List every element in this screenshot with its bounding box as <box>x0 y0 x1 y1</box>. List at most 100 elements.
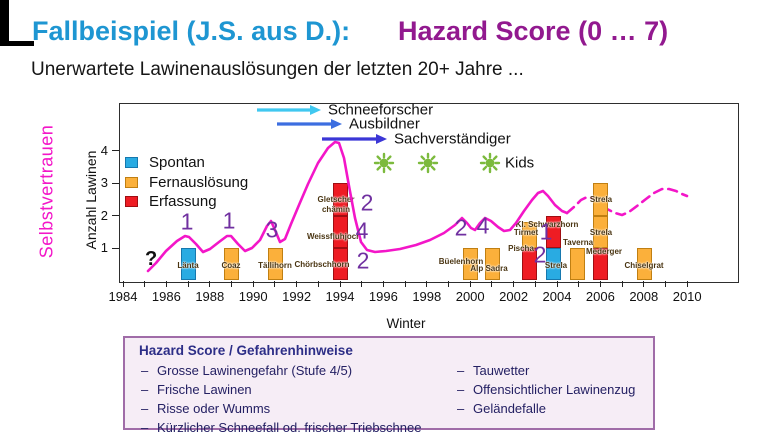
hint-text: Risse oder Wumms <box>157 401 271 416</box>
x-tick <box>686 281 688 287</box>
hint-dash: – <box>141 382 149 397</box>
y-tick <box>112 247 119 249</box>
hazard-hint-item: – Risse oder Wumms <box>141 399 421 418</box>
x-tick <box>209 281 211 287</box>
bar-label: Pischa <box>508 244 534 253</box>
bar-label: Länta <box>177 261 199 270</box>
selbstvertrauen-axis-label: Selbstvertrauen <box>36 124 57 259</box>
bar-label: Chiselgrat <box>624 261 664 270</box>
x-tick <box>643 281 645 287</box>
x-tick <box>491 281 493 287</box>
hazard-score-number: 3 <box>265 216 279 243</box>
y-tick <box>112 150 119 152</box>
x-tick <box>339 281 341 287</box>
hazard-score-number: 1 <box>222 207 236 234</box>
hint-dash: – <box>141 363 149 378</box>
hazard-box-right-column: – Tauwetter – Offensichtlicher Lawinenzug – G… <box>457 361 635 418</box>
legend-swatch-spontan <box>125 157 138 169</box>
hazard-hint-item: – Offensichtlicher Lawinenzug <box>457 380 635 399</box>
hazard-score-hint-box: Hazard Score / Gefahrenhinweise – Grosse … <box>123 336 655 433</box>
x-tick <box>556 281 558 287</box>
x-tick <box>252 281 254 287</box>
slide-edge-mark-horizontal <box>0 41 34 46</box>
x-tick <box>448 281 449 287</box>
x-tick <box>274 281 276 287</box>
bar-label: Weissfluhjoch <box>306 232 362 241</box>
hint-text: Tauwetter <box>473 363 530 378</box>
question-mark: ? <box>145 248 158 270</box>
legend-label: Spontan <box>149 154 205 172</box>
legend-swatch-erfassung <box>125 196 138 208</box>
hint-text: Offensichtlicher Lawinenzug <box>473 382 636 397</box>
hazard-hint-item: – Grosse Lawinengefahr (Stufe 4/5) <box>141 361 421 380</box>
x-tick <box>317 281 319 287</box>
chart-plot-border <box>119 103 739 283</box>
legend-swatch-fernausloesung <box>125 176 138 188</box>
phase-label: Schneeforscher <box>328 101 434 119</box>
bar-label: Chörbschhorn <box>294 260 350 269</box>
y-tick-label: 4 <box>100 142 108 158</box>
legend-row: Spontan <box>125 153 248 173</box>
page-title-left: Fallbeispiel (J.S. aus D.): <box>32 16 351 46</box>
hazard-hint-item: – Frische Lawinen <box>141 380 421 399</box>
hazard-score-number: 4 <box>355 217 369 244</box>
x-tick-label: 1984 <box>108 289 138 304</box>
x-tick <box>231 281 232 287</box>
bar-segment <box>592 248 608 281</box>
x-tick-label: 1994 <box>325 289 355 304</box>
x-tick <box>165 281 167 287</box>
x-tick-label: 2004 <box>542 289 572 304</box>
x-tick-label: 2000 <box>455 289 485 304</box>
x-tick <box>144 281 146 287</box>
x-tick-label: 1990 <box>238 289 268 304</box>
legend-row: Fernauslösung <box>125 173 248 193</box>
x-tick <box>578 281 580 287</box>
x-tick <box>621 281 623 287</box>
hint-dash: – <box>457 363 465 378</box>
x-tick <box>469 281 471 287</box>
hint-text: Kürzlicher Schneefall od. frischer Trieb… <box>157 420 422 433</box>
hazard-box-left-column: – Grosse Lawinengefahr (Stufe 4/5) – Frisch… <box>141 361 421 433</box>
hazard-score-number: 2 <box>360 189 374 216</box>
x-tick <box>122 281 124 287</box>
x-tick <box>534 281 536 287</box>
x-tick-label: 1996 <box>368 289 398 304</box>
x-tick-label: 1988 <box>195 289 225 304</box>
x-tick-label: 2010 <box>672 289 702 304</box>
hazard-score-number: 4 <box>476 212 490 239</box>
hint-text: Geländefalle <box>473 401 546 416</box>
hazard-score-number: 1 <box>180 208 194 235</box>
x-tick <box>404 281 406 287</box>
x-tick-label: 2008 <box>629 289 659 304</box>
hint-text: Frische Lawinen <box>157 382 252 397</box>
slide-edge-mark-vertical <box>0 0 9 46</box>
hazard-hint-item: – Geländefalle <box>457 399 635 418</box>
x-tick-label: 2006 <box>585 289 615 304</box>
y-tick-label: 3 <box>100 175 108 191</box>
bar-label: Strela <box>589 195 613 204</box>
bar-label: Strela <box>589 228 613 237</box>
bar-segment <box>636 248 652 281</box>
bar-label: Taverna <box>562 238 594 247</box>
x-tick <box>382 281 384 287</box>
bar-segment <box>569 248 585 281</box>
bar-label: Tällihorn <box>258 261 292 270</box>
page-subtitle: Unerwartete Lawinenauslösungen der letzt… <box>31 59 524 80</box>
hazard-box-title: Hazard Score / Gefahrenhinweise <box>139 343 353 358</box>
hint-dash: – <box>141 401 149 416</box>
hint-dash: – <box>141 420 149 433</box>
hint-dash: – <box>457 401 465 416</box>
hazard-score-number: 2 <box>454 214 468 241</box>
legend-label: Fernauslösung <box>149 173 249 191</box>
x-tick-label: 1986 <box>151 289 181 304</box>
bar-label: Strela <box>544 261 568 270</box>
bar-label: Mederger <box>585 247 623 256</box>
x-tick <box>513 281 515 287</box>
x-tick-label: 2002 <box>499 289 529 304</box>
y-tick <box>112 182 119 184</box>
x-tick <box>426 281 428 287</box>
page-title-hazard-score: Hazard Score (0 … 7) <box>398 16 669 46</box>
phase-label: Ausbildner <box>349 115 420 133</box>
hazard-hint-item: – Tauwetter <box>457 361 635 380</box>
